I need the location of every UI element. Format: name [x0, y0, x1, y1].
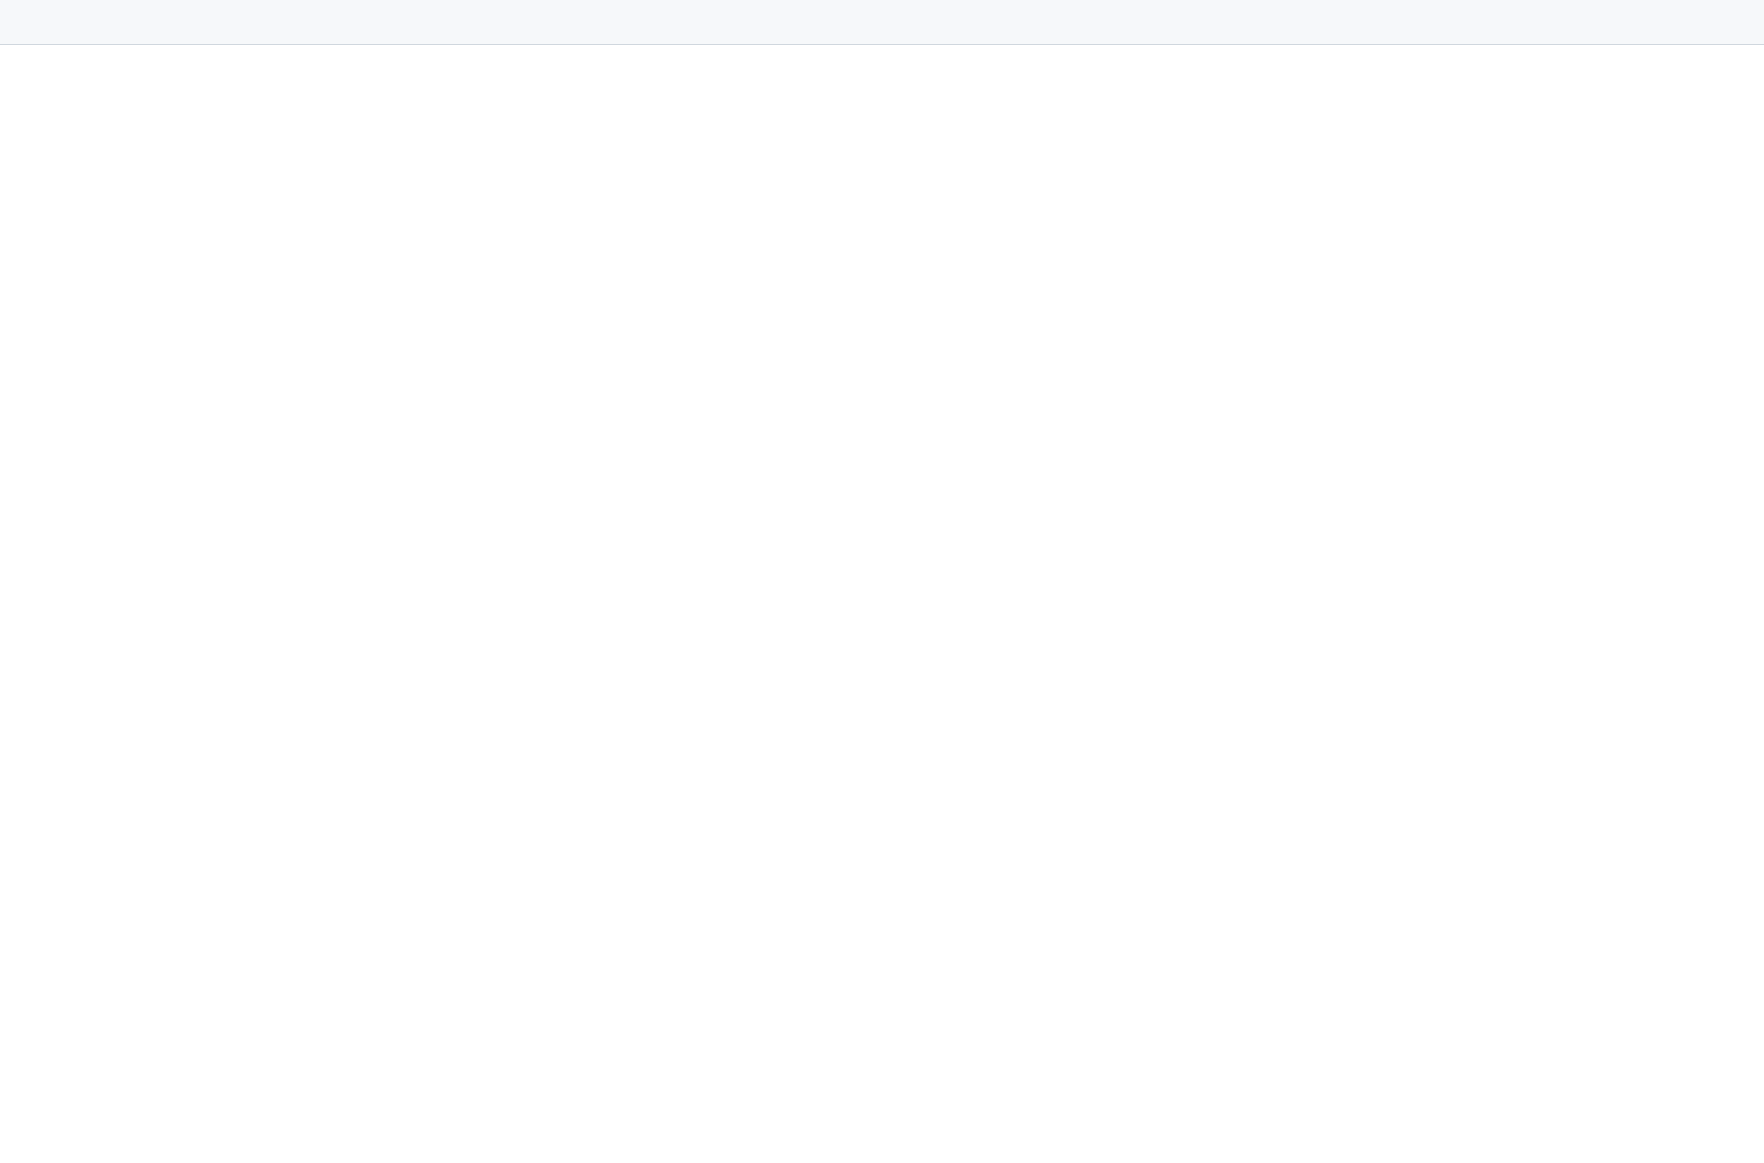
title-bar [0, 0, 1764, 45]
main-content [0, 45, 1764, 1163]
